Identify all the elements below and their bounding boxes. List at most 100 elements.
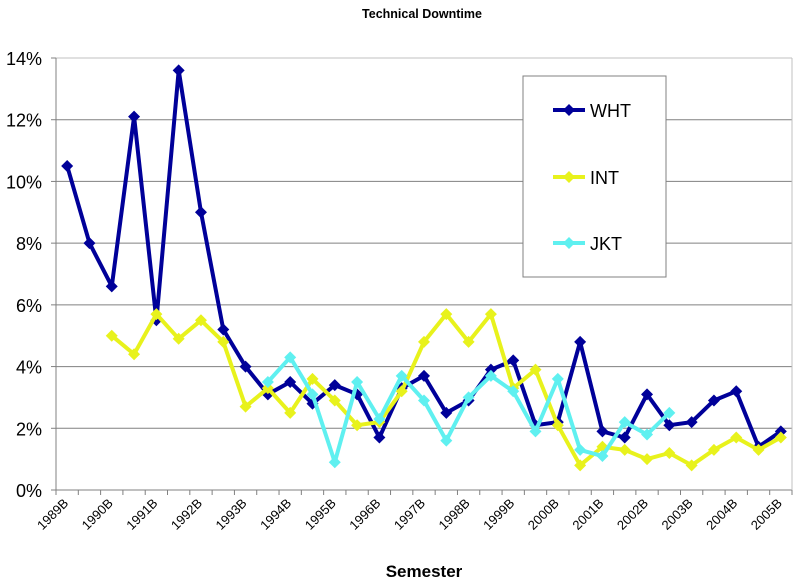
- y-tick-label: 10%: [6, 172, 42, 192]
- data-point-int: [574, 459, 587, 472]
- x-tick-label: 1990B: [79, 496, 116, 533]
- data-point-wht: [707, 394, 720, 407]
- y-tick-label: 8%: [16, 234, 42, 254]
- x-tick-label: 1997B: [391, 496, 428, 533]
- data-point-jkt: [306, 388, 319, 401]
- legend-marker-jkt: [563, 237, 575, 249]
- data-point-wht: [328, 379, 341, 392]
- x-tick-label: 1996B: [346, 496, 383, 533]
- data-point-int: [261, 382, 274, 395]
- data-point-wht: [641, 388, 654, 401]
- x-tick-label: 1993B: [213, 496, 250, 533]
- data-point-wht: [194, 206, 207, 219]
- x-tick-label: 2001B: [569, 496, 606, 533]
- data-point-int: [418, 335, 430, 348]
- data-point-int: [105, 329, 118, 342]
- data-point-wht: [774, 425, 787, 438]
- x-axis-ticks: 1989B 1990B 1991B 1992B 1993B 1994B 1995B 1996B…: [34, 490, 793, 533]
- x-tick-label: 1992B: [168, 496, 205, 533]
- legend-label-jkt: JKT: [590, 234, 622, 254]
- data-point-int: [128, 348, 141, 361]
- x-tick-label: 2002B: [614, 496, 651, 533]
- data-point-wht: [172, 64, 185, 77]
- data-point-int: [484, 308, 497, 321]
- data-point-jkt: [663, 406, 676, 419]
- legend-label-wht: WHT: [590, 101, 631, 121]
- legend: WHT INT JKT: [522, 75, 667, 278]
- data-point-wht: [685, 416, 698, 429]
- x-tick-label: 2003B: [659, 496, 696, 533]
- data-point-jkt: [462, 391, 475, 404]
- data-point-int: [618, 443, 631, 456]
- data-point-wht: [507, 354, 520, 367]
- series-group: [61, 64, 787, 472]
- data-point-int: [641, 453, 654, 466]
- data-point-jkt: [373, 413, 386, 426]
- data-point-jkt: [351, 376, 364, 388]
- x-tick-label: 1999B: [480, 496, 517, 533]
- data-point-int: [150, 308, 163, 321]
- data-point-int: [328, 394, 341, 407]
- data-point-jkt: [618, 416, 631, 429]
- data-point-wht: [61, 160, 74, 172]
- data-point-int: [730, 431, 743, 444]
- data-point-int: [685, 459, 698, 472]
- data-point-int: [172, 332, 185, 345]
- y-axis-ticks: 0% 2% 4% 6% 8% 10% 12% 14%: [6, 49, 56, 501]
- data-point-jkt: [641, 428, 654, 441]
- y-tick-label: 6%: [16, 296, 42, 316]
- data-point-wht: [239, 360, 252, 373]
- series-int: [105, 308, 787, 472]
- gridlines: [55, 57, 793, 491]
- data-point-int: [194, 314, 207, 327]
- data-point-wht: [105, 280, 118, 293]
- series-jkt: [261, 351, 676, 469]
- x-tick-label: 2004B: [703, 496, 740, 533]
- data-point-jkt: [596, 450, 609, 463]
- data-point-wht: [83, 237, 96, 250]
- data-point-wht: [284, 376, 297, 388]
- data-point-int: [707, 443, 720, 456]
- data-point-wht: [418, 369, 430, 382]
- y-tick-label: 12%: [6, 111, 42, 131]
- x-tick-label: 1995B: [302, 496, 339, 533]
- data-point-jkt: [484, 369, 497, 382]
- data-point-wht: [217, 323, 230, 336]
- data-point-wht: [730, 385, 743, 398]
- series-line-wht: [65, 68, 782, 449]
- legend-box: [522, 75, 667, 278]
- data-point-wht: [440, 406, 453, 419]
- data-point-int: [462, 335, 475, 348]
- data-point-jkt: [395, 369, 408, 382]
- data-point-int: [284, 406, 297, 419]
- y-tick-label: 4%: [16, 358, 42, 378]
- x-tick-label: 1994B: [257, 496, 294, 533]
- data-point-jkt: [529, 425, 542, 438]
- data-point-int: [752, 443, 765, 456]
- data-point-wht: [128, 110, 141, 123]
- data-point-wht: [663, 419, 676, 432]
- data-point-int: [529, 363, 542, 376]
- data-point-jkt: [261, 376, 274, 388]
- legend-marker-wht: [563, 104, 575, 116]
- legend-label-int: INT: [590, 168, 619, 188]
- x-tick-label: 1998B: [436, 496, 473, 533]
- series-line-jkt: [266, 355, 671, 465]
- data-point-wht: [596, 425, 609, 438]
- data-point-int: [239, 400, 252, 413]
- data-point-jkt: [418, 394, 430, 407]
- data-point-wht: [484, 363, 497, 376]
- data-point-int: [351, 419, 364, 432]
- data-point-jkt: [507, 385, 520, 398]
- x-axis-label: Semester: [386, 562, 463, 581]
- y-tick-label: 2%: [16, 419, 42, 439]
- data-point-wht: [574, 335, 587, 348]
- data-point-jkt: [574, 443, 587, 456]
- y-tick-label: 0%: [16, 481, 42, 501]
- data-point-jkt: [284, 351, 297, 364]
- data-point-int: [440, 308, 453, 321]
- data-point-int: [551, 419, 564, 432]
- data-point-int: [774, 431, 787, 444]
- x-tick-label: 1989B: [34, 496, 71, 533]
